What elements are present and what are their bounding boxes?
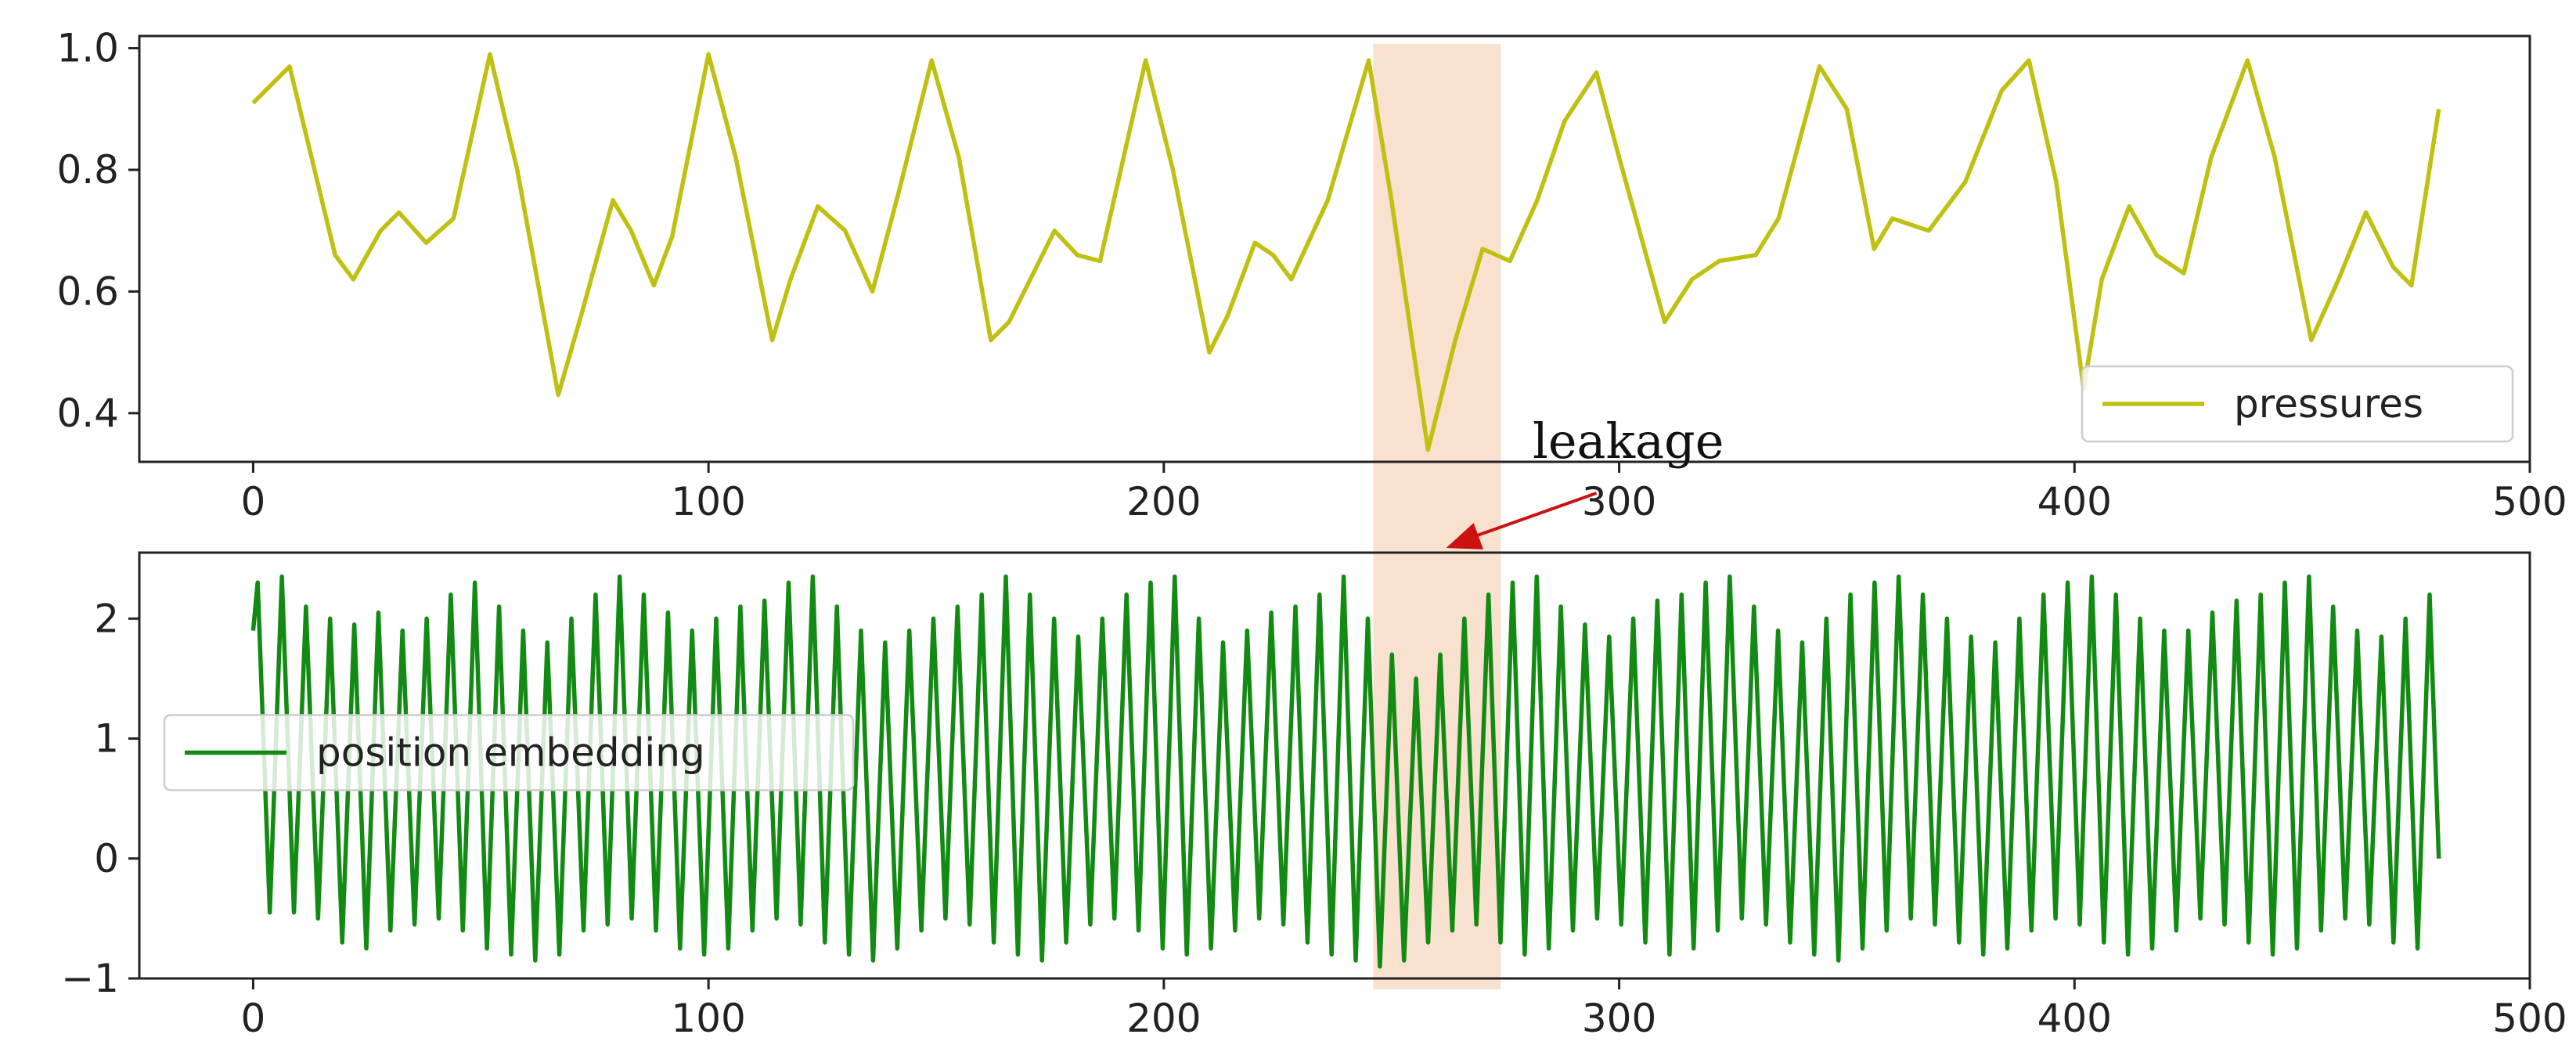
legend-label: pressures xyxy=(2234,381,2423,427)
leakage-arrow-head xyxy=(1446,523,1484,550)
legend-box xyxy=(2081,365,2514,443)
x-tick-label: 500 xyxy=(2492,479,2567,524)
x-tick-label: 0 xyxy=(241,479,266,524)
leakage-highlight-band xyxy=(1373,44,1501,989)
legend-box xyxy=(163,714,855,791)
legend-label: position embedding xyxy=(316,730,705,776)
y-tick-label: 1.0 xyxy=(56,26,119,71)
x-tick-label: 300 xyxy=(1582,479,1656,524)
leakage-arrow-shaft xyxy=(1461,492,1598,542)
y-tick-label: 1 xyxy=(94,716,119,762)
legend: pressures xyxy=(2081,365,2514,443)
x-tick-label: 200 xyxy=(1126,996,1201,1041)
y-tick-label: 0.8 xyxy=(56,147,119,193)
x-tick-label: 400 xyxy=(2037,479,2112,524)
annotation-layer: leakage xyxy=(1446,413,1724,550)
x-tick-label: 300 xyxy=(1582,996,1656,1041)
x-tick-label: 0 xyxy=(241,996,266,1041)
leakage-annotation-label: leakage xyxy=(1533,413,1724,470)
y-tick-label: 0.4 xyxy=(56,391,119,436)
pressures-panel: 0 100 200 300 400 500 0.4 0.6 0.8 1.0 pressures xyxy=(56,26,2567,524)
axes-frame xyxy=(138,34,2531,463)
x-tick-label: 200 xyxy=(1126,479,1201,524)
x-tick-label: 500 xyxy=(2492,996,2567,1041)
y-tick-label: 0 xyxy=(94,836,119,881)
y-tick-label: −1 xyxy=(61,956,119,1001)
legend: position embedding xyxy=(163,714,855,791)
x-tick-label: 100 xyxy=(671,479,745,524)
y-tick-label: 2 xyxy=(94,596,119,641)
series-line-position-embedding xyxy=(250,574,2441,969)
axes-frame xyxy=(138,551,2531,980)
position-embedding-panel: 0 100 200 300 400 500 −1 0 1 2 position embedding xyxy=(61,551,2567,1041)
highlight-band-layer xyxy=(1373,44,1501,989)
y-tick-label: 0.6 xyxy=(56,268,119,314)
x-tick-label: 400 xyxy=(2037,996,2112,1041)
x-tick-label: 100 xyxy=(671,996,745,1041)
